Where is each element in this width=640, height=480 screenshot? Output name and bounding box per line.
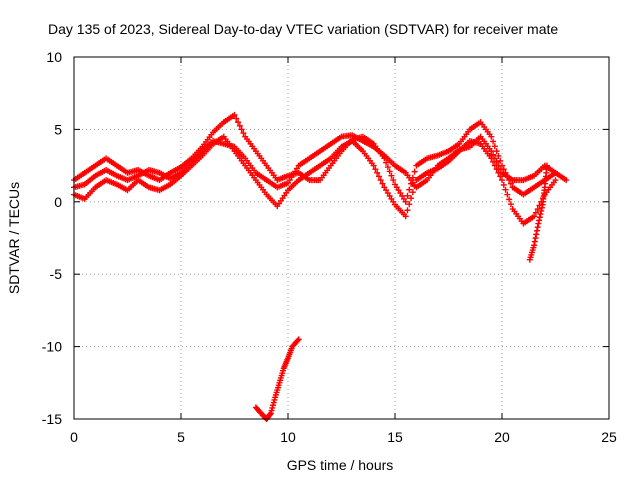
- data-point: [531, 213, 538, 220]
- x-axis-title: GPS time / hours: [287, 457, 394, 473]
- data-point: [406, 201, 413, 208]
- data-point: [386, 168, 393, 175]
- data-point: [507, 201, 514, 208]
- data-point: [502, 186, 509, 193]
- data-point: [493, 148, 500, 155]
- data-point: [543, 162, 550, 169]
- plot-frame: [73, 56, 610, 420]
- data-point: [294, 337, 301, 344]
- data-point: [495, 152, 502, 159]
- data-point: [383, 159, 390, 166]
- data-point: [497, 166, 504, 173]
- y-tick-label: -5: [50, 266, 63, 282]
- data-point: [563, 177, 570, 184]
- data-point: [490, 138, 497, 145]
- data-point: [375, 173, 382, 180]
- data-point: [534, 206, 541, 213]
- data-point: [390, 177, 397, 184]
- data-point: [388, 172, 395, 179]
- data-point: [538, 207, 545, 214]
- data-point: [533, 231, 540, 238]
- data-point: [536, 217, 543, 224]
- axis-ticks: 0 5 10 15 20 25 -15 -10 -5 0 5 10: [42, 49, 617, 445]
- data-point: [238, 126, 245, 133]
- data-point: [531, 242, 538, 249]
- data-point: [535, 220, 542, 227]
- data-point: [408, 195, 415, 202]
- x-tick-label: 20: [494, 429, 510, 445]
- data-points: [71, 111, 570, 422]
- data-point: [495, 162, 502, 169]
- data-point: [552, 177, 559, 184]
- data-point: [384, 164, 391, 171]
- data-point: [534, 224, 541, 231]
- data-point: [370, 162, 377, 169]
- data-point: [374, 169, 381, 176]
- data-point: [488, 148, 495, 155]
- data-point: [267, 411, 274, 418]
- data-point: [552, 169, 559, 176]
- data-point: [504, 191, 511, 198]
- x-tick-label: 15: [387, 429, 403, 445]
- data-point: [491, 155, 498, 162]
- x-tick-label: 10: [280, 429, 296, 445]
- y-tick-label: -15: [42, 411, 62, 427]
- data-point: [409, 189, 416, 196]
- grid-lines: [74, 57, 609, 419]
- data-point: [499, 177, 505, 184]
- data-point: [537, 211, 544, 218]
- data-point: [536, 214, 543, 221]
- series-track-d: [252, 336, 302, 422]
- data-point: [402, 213, 409, 220]
- y-tick-label: 0: [54, 194, 62, 210]
- data-point: [500, 181, 507, 188]
- data-point: [493, 158, 500, 165]
- data-point: [404, 207, 411, 214]
- series-track-c: [71, 132, 559, 191]
- data-point: [295, 336, 302, 343]
- x-tick-label: 0: [70, 429, 78, 445]
- chart-title: Day 135 of 2023, Sidereal Day-to-day VTE…: [48, 21, 558, 37]
- data-point: [497, 173, 504, 180]
- data-point: [233, 115, 240, 122]
- data-point: [531, 238, 538, 245]
- y-axis-title: SDTVAR / TECUs: [6, 182, 22, 294]
- data-point: [231, 111, 238, 118]
- data-point: [240, 130, 247, 137]
- x-tick-label: 25: [601, 429, 617, 445]
- data-point: [406, 186, 413, 193]
- data-point: [532, 209, 539, 216]
- data-point: [379, 180, 386, 187]
- data-point: [404, 192, 411, 199]
- data-point: [506, 196, 513, 203]
- y-tick-label: -10: [42, 339, 62, 355]
- data-point: [497, 157, 504, 164]
- data-point: [377, 177, 384, 184]
- data-point: [411, 168, 418, 175]
- data-point: [372, 166, 379, 173]
- series-track-e: [526, 162, 550, 263]
- data-point: [235, 119, 242, 126]
- data-point: [488, 133, 495, 140]
- x-tick-label: 5: [177, 429, 185, 445]
- y-tick-label: 10: [46, 49, 62, 65]
- data-point: [533, 227, 540, 234]
- data-point: [402, 198, 409, 205]
- y-tick-label: 5: [54, 121, 62, 137]
- data-point: [491, 143, 498, 150]
- data-point: [490, 151, 497, 158]
- data-point: [236, 122, 243, 129]
- data-point: [532, 235, 539, 241]
- data-point: [538, 204, 545, 211]
